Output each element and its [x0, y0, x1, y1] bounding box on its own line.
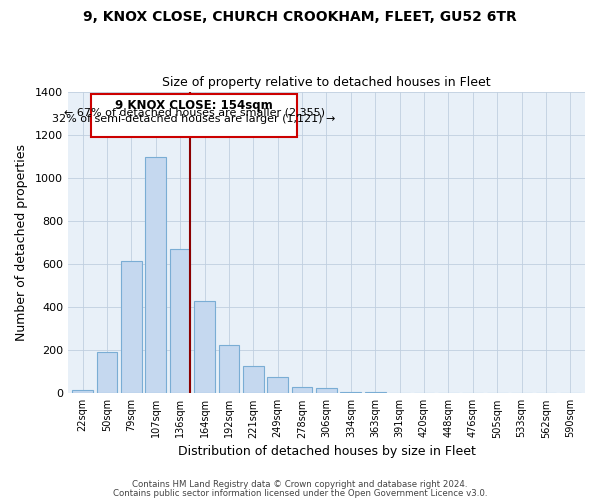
Text: 9 KNOX CLOSE: 154sqm: 9 KNOX CLOSE: 154sqm [115, 99, 273, 112]
Text: Contains HM Land Registry data © Crown copyright and database right 2024.: Contains HM Land Registry data © Crown c… [132, 480, 468, 489]
Bar [97, 352, 118, 394]
Text: ← 67% of detached houses are smaller (2,355): ← 67% of detached houses are smaller (2,… [64, 107, 325, 117]
Bar [170, 249, 190, 394]
Bar [121, 261, 142, 394]
X-axis label: Distribution of detached houses by size in Fleet: Distribution of detached houses by size … [178, 444, 475, 458]
Bar [218, 345, 239, 394]
Text: Contains public sector information licensed under the Open Government Licence v3: Contains public sector information licen… [113, 488, 487, 498]
Bar [145, 156, 166, 394]
Bar [316, 388, 337, 394]
Bar [268, 376, 288, 394]
FancyBboxPatch shape [91, 94, 297, 137]
Text: 32% of semi-detached houses are larger (1,121) →: 32% of semi-detached houses are larger (… [52, 114, 336, 124]
Bar [72, 390, 93, 394]
Title: Size of property relative to detached houses in Fleet: Size of property relative to detached ho… [162, 76, 491, 90]
Text: 9, KNOX CLOSE, CHURCH CROOKHAM, FLEET, GU52 6TR: 9, KNOX CLOSE, CHURCH CROOKHAM, FLEET, G… [83, 10, 517, 24]
Bar [292, 387, 313, 394]
Bar [243, 366, 263, 394]
Bar [194, 301, 215, 394]
Y-axis label: Number of detached properties: Number of detached properties [15, 144, 28, 341]
Bar [365, 392, 386, 394]
Bar [340, 392, 361, 394]
